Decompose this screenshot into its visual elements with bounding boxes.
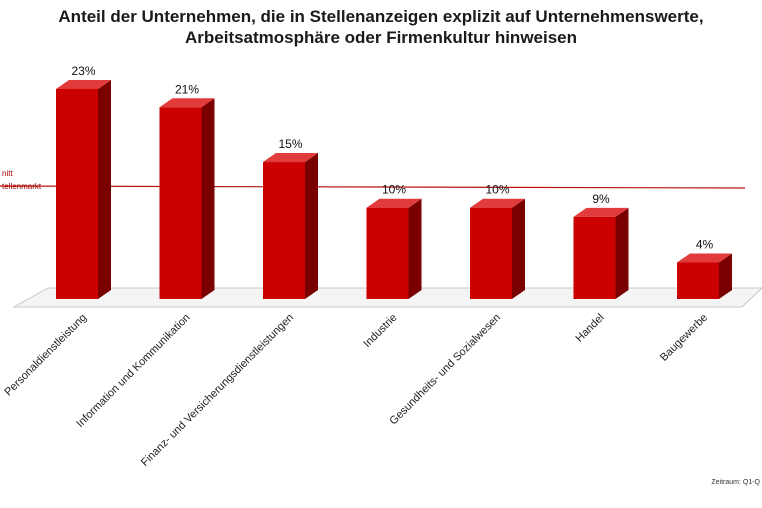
category-label: Handel [573, 312, 606, 345]
bar-front [56, 89, 98, 299]
bar-top [366, 198, 422, 208]
category-label: Baugewerbe [658, 312, 710, 364]
category-label: Information und Kommunikation [74, 312, 192, 430]
bar-2 [159, 98, 215, 300]
bar-top [677, 253, 732, 263]
bar-side [201, 98, 215, 300]
value-label: 15% [278, 137, 302, 151]
category-label: Gesundheits- und Sozialwesen [387, 312, 503, 428]
bars [56, 80, 732, 300]
bar-4 [366, 198, 422, 299]
bar-side [408, 198, 422, 299]
bar-front [470, 207, 512, 299]
footnote: Zeitraum: Q1-Q [711, 479, 760, 486]
value-label: 21% [175, 82, 199, 96]
bar-front [677, 262, 719, 299]
bar-front [159, 107, 202, 300]
bar-side [615, 207, 629, 299]
reference-line-label-2: tellenmarkt [2, 182, 42, 191]
value-label: 4% [696, 237, 714, 251]
value-labels: 23% 21% 15% 10% 10% 9% 4% [71, 64, 713, 251]
category-label: Personaldienstleistung [2, 312, 89, 399]
reference-line-group: nitt tellenmarkt [0, 169, 746, 191]
bar-3 [263, 153, 318, 299]
category-label: Industrie [361, 312, 399, 350]
bar-side [305, 153, 318, 299]
bar-top [470, 198, 525, 208]
bar-top [573, 207, 629, 217]
bar-top [159, 98, 215, 108]
bar-5 [470, 198, 525, 299]
reference-line-label-1: nitt [2, 169, 13, 178]
value-label: 10% [382, 183, 406, 197]
bar-1 [56, 80, 111, 299]
chart-title-line-1: Anteil der Unternehmen, die in Stellenan… [58, 7, 704, 26]
value-label: 9% [592, 192, 610, 206]
chart-title-line-2: Arbeitsatmosphäre oder Firmenkultur hinw… [184, 28, 578, 47]
bar-front [263, 162, 305, 299]
value-label: 23% [71, 64, 95, 78]
chart-title: Anteil der Unternehmen, die in Stellenan… [0, 6, 762, 48]
bar-front [573, 216, 616, 299]
bar-front [366, 207, 409, 299]
bar-side [98, 80, 111, 299]
reference-line [0, 185, 746, 189]
bar-top [56, 80, 111, 90]
value-label: 10% [485, 183, 509, 197]
bar-top [263, 153, 318, 163]
bar-7 [677, 253, 732, 299]
bar-side [719, 253, 732, 299]
bar-side [512, 198, 525, 299]
bar-6 [573, 207, 629, 299]
